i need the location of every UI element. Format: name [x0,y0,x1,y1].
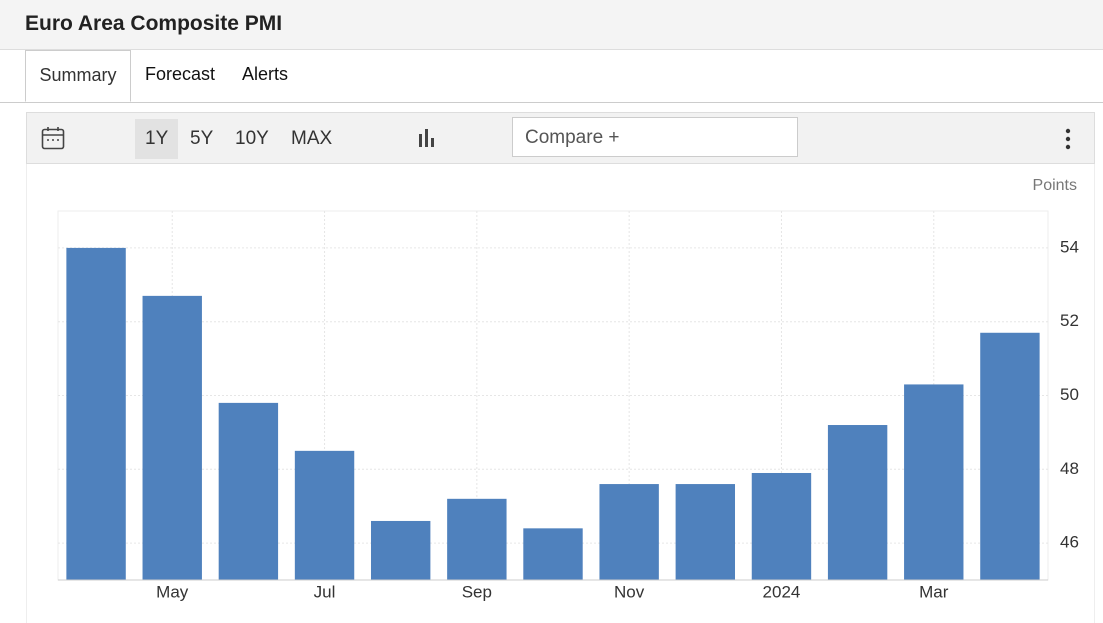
page-title: Euro Area Composite PMI [25,12,283,35]
calendar-icon[interactable] [41,126,65,150]
unit-label: Points [1033,177,1077,194]
range-button[interactable]: MAX [291,128,333,149]
header: Euro Area Composite PMI [0,0,1103,50]
x-tick-label: Jul [314,582,336,601]
bar [447,498,507,580]
x-tick-label: May [156,582,189,601]
more-menu[interactable] [1062,128,1074,150]
y-tick-label: 50 [1060,385,1079,404]
range-button[interactable]: 5Y [190,128,214,149]
bar [599,484,659,580]
chart-type-icon[interactable] [417,128,437,148]
range-button[interactable]: 10Y [235,128,269,149]
bar [827,425,888,580]
bar [904,384,964,580]
x-tick-label: 2024 [763,582,801,601]
tab[interactable]: Summary [25,50,131,102]
bar [142,295,202,580]
y-tick-label: 52 [1060,311,1079,330]
range-button[interactable]: 1Y [135,119,179,159]
bar [66,247,126,580]
tab[interactable]: Forecast [145,64,216,84]
x-tick-label: Mar [919,582,949,601]
bar [370,520,431,580]
bar [675,484,736,580]
y-tick-label: 48 [1060,459,1079,478]
compare-input[interactable]: Compare + [512,117,798,157]
y-tick-label: 46 [1060,533,1079,552]
chart-area: Points 46 48 50 52 54 May Jul Sep Nov 2024 Mar [26,164,1095,623]
tab-bar: Summary Forecast Alerts [0,50,1103,103]
toolbar: 1Y 5Y 10Y MAX Compare + [26,112,1095,164]
bar [218,402,279,580]
bar [751,472,812,580]
x-tick-label: Nov [614,582,645,601]
y-tick-label: 54 [1060,237,1079,256]
tab[interactable]: Alerts [242,64,289,84]
x-tick-label: Sep [462,582,492,601]
bar [523,528,583,580]
bar [980,332,1040,580]
bar [294,450,355,580]
chart: Points 46 48 50 52 54 May Jul Sep Nov 2024 Mar [57,177,1079,601]
